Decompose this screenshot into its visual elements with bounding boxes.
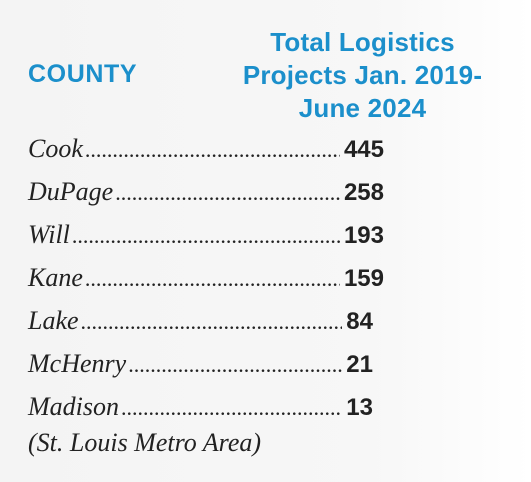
project-count: 258 [343, 179, 384, 206]
list-item: McHenry 21 [28, 349, 373, 392]
list-item: Cook 445 [28, 134, 384, 177]
list-item: Lake 84 [28, 306, 373, 349]
project-count: 13 [346, 394, 373, 421]
list-item: DuPage 258 [28, 177, 384, 220]
project-count: 159 [343, 265, 384, 292]
dot-leader [128, 352, 342, 378]
county-name: Lake [28, 306, 79, 335]
county-name: Madison [28, 392, 119, 421]
list-item: Will 193 [28, 220, 384, 263]
dot-leader [85, 137, 340, 163]
list-item: Kane 159 [28, 263, 384, 306]
county-name: Will [28, 220, 70, 249]
project-count: 445 [343, 136, 384, 163]
dot-leader [85, 266, 340, 292]
dot-leader [72, 223, 340, 249]
dot-leader [115, 180, 340, 206]
county-list: Cook 445 DuPage 258 Will 193 Kane 159 La… [28, 134, 384, 435]
dot-leader [81, 309, 343, 335]
total-projects-column-header: Total Logistics Projects Jan. 2019-June … [242, 27, 483, 123]
project-count: 84 [346, 308, 373, 335]
dot-leader [121, 395, 342, 421]
county-column-header: COUNTY [28, 60, 138, 88]
county-name: Kane [28, 263, 83, 292]
county-name: Cook [28, 134, 83, 163]
project-count: 21 [346, 351, 373, 378]
county-name: DuPage [28, 177, 114, 206]
project-count: 193 [343, 222, 384, 249]
county-name: McHenry [28, 349, 127, 378]
list-item: Madison 13 [28, 392, 373, 435]
madison-footnote: (St. Louis Metro Area) [28, 428, 262, 457]
